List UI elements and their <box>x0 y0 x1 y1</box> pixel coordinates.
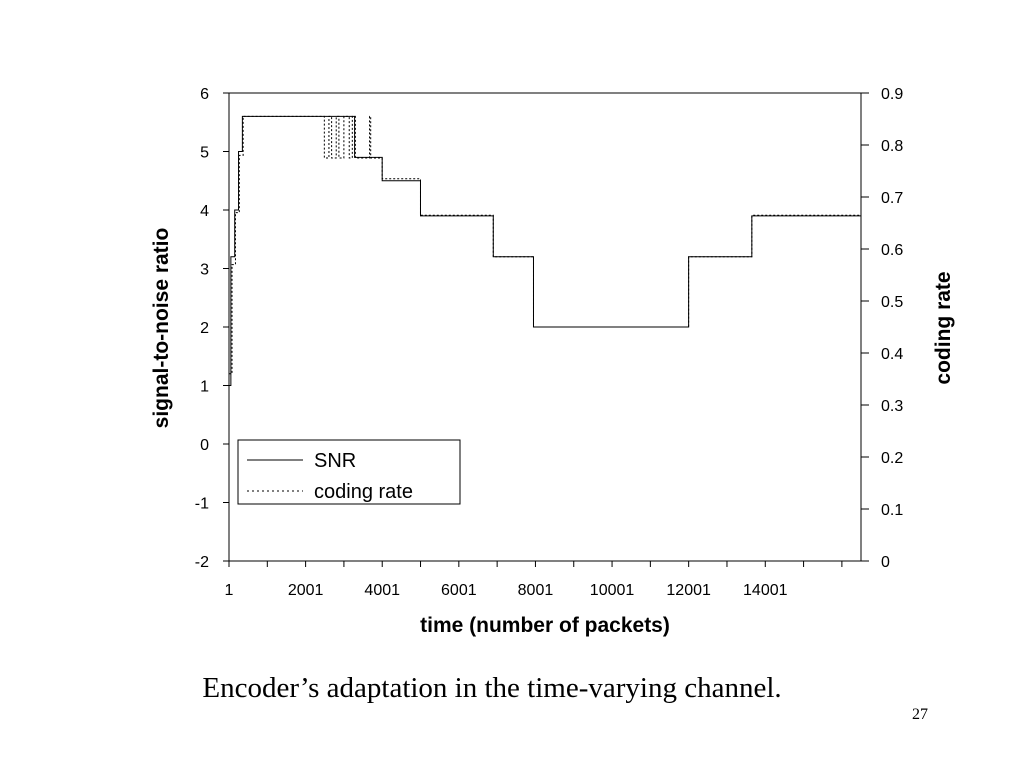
y-tick-label-6: 6 <box>200 86 209 103</box>
y-tick-label-2: 2 <box>200 320 209 337</box>
y2-tick-label-0.1: 0.1 <box>881 502 903 519</box>
x-tick-label-1: 1 <box>225 582 234 599</box>
series-line-coding-rate <box>229 115 861 375</box>
y-tick-label-0: 0 <box>200 437 209 454</box>
page-number: 27 <box>912 706 928 723</box>
x-tick-label-8001: 8001 <box>518 582 554 599</box>
chart: 1 2001 4001 6001 8001 10001 12001 14001 -2-1012… <box>150 86 955 637</box>
y-tick-label--1: -1 <box>195 496 209 513</box>
x-tick-label-6001: 6001 <box>441 582 477 599</box>
y2-tick-label-0.5: 0.5 <box>881 294 903 311</box>
series-line-snr <box>229 115 861 386</box>
plot-frame <box>228 92 862 562</box>
y-axis-right: 0 0.1 0.2 0.3 0.4 0.5 0.6 0.7 0.8 0.9 <box>861 86 903 571</box>
series-layer <box>229 115 861 386</box>
legend-box <box>237 439 461 505</box>
y-tick-label-5: 5 <box>200 145 209 162</box>
legend: SNR coding rate <box>237 439 461 505</box>
y-tick-label-3: 3 <box>200 262 209 279</box>
x-tick-label-2001: 2001 <box>288 582 324 599</box>
y2-tick-label-0.8: 0.8 <box>881 138 903 155</box>
y2-tick-label-0.3: 0.3 <box>881 398 903 415</box>
x-tick-label-14001: 14001 <box>743 582 788 599</box>
x-axis: 1 2001 4001 6001 8001 10001 12001 14001 <box>225 561 843 599</box>
y2-tick-label-0.4: 0.4 <box>881 346 903 363</box>
slide-caption: Encoder’s adaptation in the time-varying… <box>0 672 1024 705</box>
y2-tick-label-0.2: 0.2 <box>881 450 903 467</box>
y2-tick-label-0.6: 0.6 <box>881 242 903 259</box>
y-tick-label--2: -2 <box>195 554 209 571</box>
x-tick-label-12001: 12001 <box>666 582 711 599</box>
caption-text: Encoder’s adaptation in the time-varying… <box>202 672 782 704</box>
y-tick-label-1: 1 <box>200 379 209 396</box>
y-axis-left: -2 -1 0 1 2 3 4 5 6 <box>195 86 229 571</box>
y2-tick-label-0: 0 <box>881 554 890 571</box>
x-tick-label-10001: 10001 <box>590 582 635 599</box>
x-axis-title: time (number of packets) <box>420 614 670 637</box>
x-tick-label-4001: 4001 <box>364 582 400 599</box>
y2-tick-label-0.7: 0.7 <box>881 190 903 207</box>
y-axis-title: signal-to-noise ratio <box>150 228 173 429</box>
legend-label-snr: SNR <box>314 450 356 472</box>
y2-axis-title: coding rate <box>932 271 955 384</box>
legend-label-coding-rate: coding rate <box>314 481 413 503</box>
y-tick-label-4: 4 <box>200 203 209 220</box>
y2-tick-label-0.9: 0.9 <box>881 86 903 103</box>
